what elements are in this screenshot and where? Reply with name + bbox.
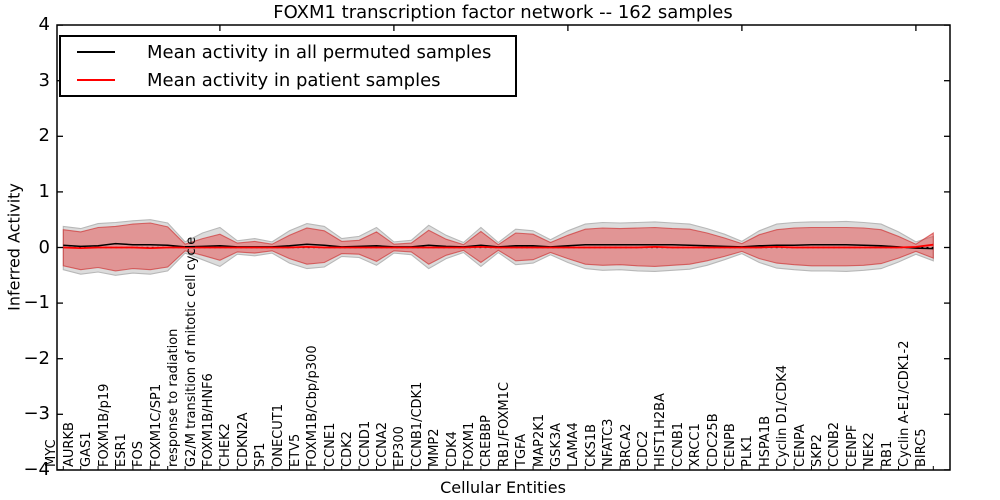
x-tick-label: CHEK2	[218, 423, 234, 467]
x-tick-label: EP300	[392, 426, 408, 467]
legend-item-permuted: Mean activity in all permuted samples	[61, 39, 515, 65]
y-tick-label: 0	[38, 236, 50, 258]
x-tick-label: CCNB2	[827, 421, 843, 467]
x-tick-label: Cyclin A-E1/CDK1-2	[896, 340, 912, 467]
x-tick-label: ONECUT1	[270, 404, 286, 467]
legend-label-patient: Mean activity in patient samples	[147, 69, 441, 91]
y-tick-label: −1	[23, 292, 50, 314]
x-tick-label: CENPB	[722, 423, 738, 467]
x-tick-label: CDK4	[444, 431, 460, 467]
y-tick-label: 3	[38, 69, 50, 91]
x-axis-label: Cellular Entities	[440, 478, 566, 497]
x-tick-label: XRCC1	[688, 423, 704, 467]
x-tick-label: CCNB1	[670, 421, 686, 467]
x-tick-label: LAMA4	[566, 422, 582, 467]
x-tick-label: CCNE1	[322, 422, 338, 467]
x-tick-label: FOXM1B/HNF6	[200, 373, 216, 467]
x-tick-label: GSK3A	[548, 422, 564, 467]
x-tick-label: SKP2	[809, 434, 825, 467]
x-tick-label: RB1	[879, 440, 895, 467]
y-tick-label: 4	[38, 14, 50, 36]
x-tick-label: GAS1	[79, 431, 95, 468]
x-tick-label: ESR1	[113, 433, 129, 467]
legend-item-patient: Mean activity in patient samples	[61, 67, 515, 93]
black-line-swatch	[77, 51, 115, 53]
x-tick-label: ETV5	[287, 433, 303, 467]
x-tick-label: FOXM1	[461, 421, 477, 467]
x-tick-label: HIST1H2BA	[653, 393, 669, 467]
x-tick-label: NFATC3	[601, 418, 617, 467]
x-tick-label: BIRC5	[914, 428, 930, 468]
x-tick-label: RB1/FOXM1C	[496, 382, 512, 467]
x-tick-label: CCNB1/CDK1	[409, 381, 425, 467]
x-tick-label: Cyclin D1/CDK4	[775, 364, 791, 467]
x-tick-label: SP1	[253, 442, 269, 467]
x-tick-label: AURKB	[61, 422, 77, 467]
x-tick-label: FOXM1C/SP1	[148, 383, 164, 467]
y-tick-label: −2	[23, 347, 50, 369]
x-tick-label: HSPA1B	[757, 415, 773, 467]
x-tick-label: CKS1B	[583, 423, 599, 467]
x-tick-label: CDK2	[340, 431, 356, 467]
x-tick-label: FOS	[131, 441, 147, 467]
x-tick-label: NEK2	[862, 432, 878, 467]
x-tick-label: FOXM1B/p19	[96, 383, 112, 467]
x-tick-label: CENPF	[844, 424, 860, 467]
x-tick-label: CDKN2A	[235, 412, 251, 467]
y-tick-label: 1	[38, 180, 50, 202]
x-tick-label: FOXM1B/Cbp/p300	[305, 345, 321, 467]
red-line-swatch	[77, 79, 115, 81]
legend: Mean activity in all permuted samples Me…	[59, 35, 517, 97]
x-tick-label: BRCA2	[618, 423, 634, 467]
x-tick-label: CREBBP	[479, 415, 495, 467]
y-tick-label: 2	[38, 125, 50, 147]
x-tick-label: MYC	[44, 439, 60, 467]
x-tick-label: CENPA	[792, 424, 808, 467]
x-tick-label: MAP2K1	[531, 413, 547, 467]
x-tick-label: CDC2	[635, 430, 651, 467]
legend-label-permuted: Mean activity in all permuted samples	[147, 41, 492, 63]
x-tick-label: PLK1	[740, 435, 756, 467]
x-tick-label: CCND1	[357, 420, 373, 467]
y-tick-label: −3	[23, 403, 50, 425]
chart-title: FOXM1 transcription factor network -- 16…	[273, 2, 733, 23]
x-tick-label: MMP2	[427, 428, 443, 467]
y-tick-label: −4	[23, 458, 50, 480]
patient-mean-line	[63, 243, 934, 250]
x-tick-label: TGFA	[514, 433, 530, 467]
x-tick-label: CDC25B	[705, 413, 721, 467]
x-tick-label: CCNA2	[374, 421, 390, 467]
x-tick-label: G2/M transition of mitotic cell cycle	[183, 236, 199, 467]
x-tick-label: response to radiation	[166, 328, 182, 467]
